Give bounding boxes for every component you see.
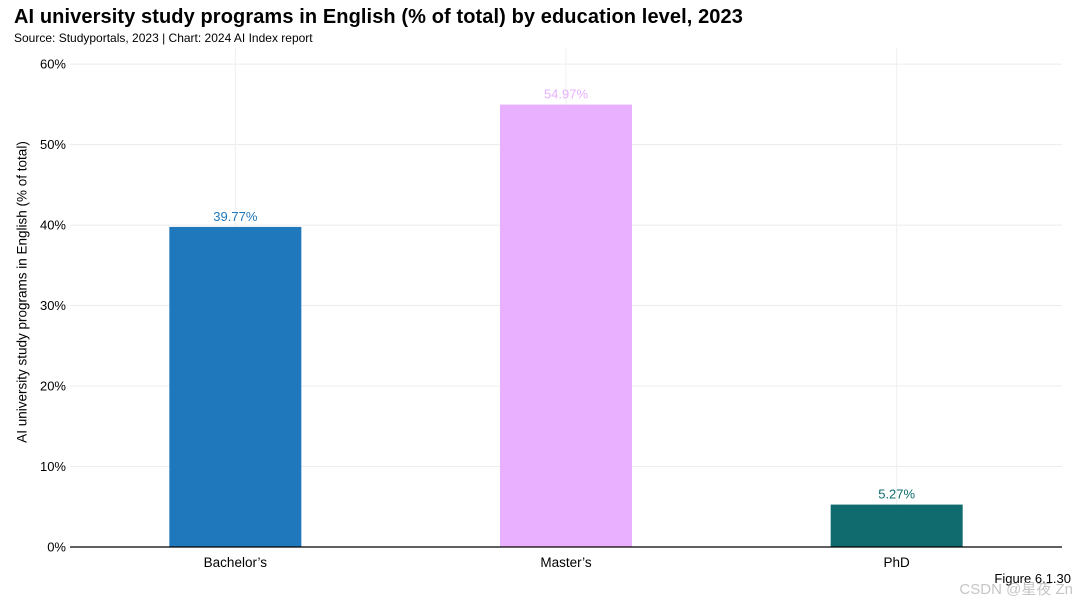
y-tick-label: 20% — [40, 379, 66, 394]
x-axis-ticks: Bachelor’s Master’s PhD — [204, 555, 910, 570]
chart-title: AI university study programs in English … — [14, 6, 743, 28]
chart-subtitle: Source: Studyportals, 2023 | Chart: 2024… — [14, 31, 313, 45]
figure-number: Figure 6.1.30 — [994, 571, 1071, 586]
x-tick-label: Bachelor’s — [204, 555, 268, 570]
watermark: CSDN @星夜 Zn — [959, 581, 1073, 598]
y-tick-label: 0% — [47, 540, 66, 555]
x-tick-label: PhD — [884, 555, 911, 570]
bar — [830, 504, 963, 547]
x-tick-label: Master’s — [540, 555, 592, 570]
data-labels: 39.77% 54.97% 5.27% — [213, 87, 915, 502]
y-tick-label: 40% — [40, 218, 66, 233]
bars — [169, 104, 963, 547]
data-label: 5.27% — [878, 487, 915, 502]
data-label: 54.97% — [544, 87, 589, 102]
bar — [169, 226, 302, 547]
y-tick-label: 30% — [40, 298, 66, 313]
y-tick-label: 10% — [40, 459, 66, 474]
bar — [500, 104, 632, 547]
y-axis-ticks: 0% 10% 20% 30% 40% 50% 60% — [40, 57, 66, 555]
y-tick-label: 50% — [40, 137, 66, 152]
y-tick-label: 60% — [40, 57, 66, 72]
data-label: 39.77% — [213, 209, 258, 224]
